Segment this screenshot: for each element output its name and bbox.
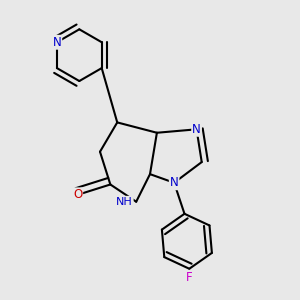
- Text: N: N: [170, 176, 178, 189]
- Text: O: O: [73, 188, 82, 201]
- Text: N: N: [52, 36, 61, 49]
- Text: N: N: [192, 123, 201, 136]
- Text: F: F: [186, 271, 193, 284]
- Text: NH: NH: [116, 197, 133, 207]
